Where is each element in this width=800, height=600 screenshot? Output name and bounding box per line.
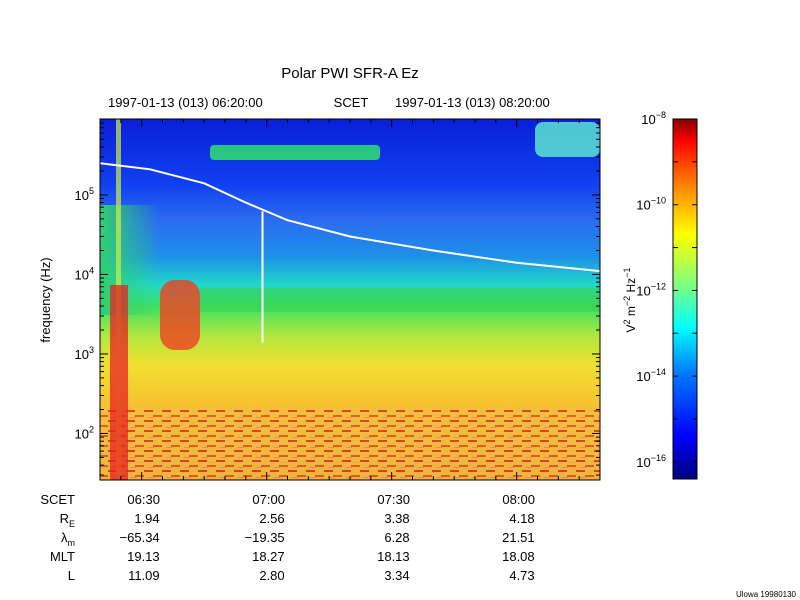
ephemeris-value: 18.13 <box>377 549 410 564</box>
ephemeris-value: 2.56 <box>259 511 284 526</box>
ephemeris-value: 4.73 <box>509 568 534 583</box>
ephemeris-value: 4.18 <box>509 511 534 526</box>
red-burst-column <box>110 285 128 480</box>
orange-blob <box>160 280 200 350</box>
x-tick-label: 07:00 <box>252 492 285 507</box>
left-burst-region <box>100 205 160 315</box>
x-tick-label: 08:00 <box>502 492 535 507</box>
colorbar-ticks: 10−8 10−10 10−12 10−14 10−16 <box>636 110 697 470</box>
ephemeris-row-label-scet: SCET <box>40 492 75 507</box>
ephemeris-value: 2.80 <box>259 568 284 583</box>
colorbar-tick-label: 10−16 <box>636 453 666 470</box>
ephemeris-row-label: RE <box>60 511 75 529</box>
ephemeris-value: 18.27 <box>252 549 285 564</box>
y-axis-label: frequency (Hz) <box>38 257 53 342</box>
ephemeris-value: 18.08 <box>502 549 535 564</box>
ephemeris-value: 11.09 <box>128 568 160 583</box>
upper-band-emission <box>210 145 380 160</box>
colorbar-tick-label: 10−10 <box>636 196 666 213</box>
ephemeris-row-label: λm <box>61 530 75 548</box>
y-tick-label: 104 <box>75 265 94 282</box>
y-axis: 102 103 104 105 <box>75 118 600 476</box>
colorbar <box>672 118 698 480</box>
end-time-label: 1997-01-13 (013) 08:20:00 <box>395 95 550 110</box>
ephemeris-value: 21.51 <box>502 530 535 545</box>
y-tick-label: 102 <box>75 424 94 441</box>
low-frequency-stripe-band <box>100 408 600 480</box>
ephemeris-value: 19.13 <box>127 549 160 564</box>
colorbar-tick-label: 10−14 <box>636 367 666 384</box>
colorbar-label: V2 m−2 Hz−1 <box>622 268 638 333</box>
ephemeris-value: 6.28 <box>384 530 409 545</box>
curve-series-layer <box>100 162 600 273</box>
ephemeris-value: −65.34 <box>120 530 160 545</box>
ephemeris-value: 3.34 <box>384 568 409 583</box>
colorbar-tick-label: 10−8 <box>641 110 666 127</box>
ephemeris-value: 3.38 <box>384 511 409 526</box>
x-axis <box>99 119 601 480</box>
footer-credit: Ulowa 19980130 <box>736 590 797 599</box>
x-tick-label: 07:30 <box>377 492 410 507</box>
scet-header-label: SCET <box>334 95 369 110</box>
midband-green-band <box>200 288 600 312</box>
ephemeris-table: SCET 06:30 07:00 07:30 08:00 RE 1.94 2.56 3.38 4.… <box>40 492 535 583</box>
ephemeris-row-label: MLT <box>50 549 75 564</box>
chart-title: Polar PWI SFR-A Ez <box>281 65 419 82</box>
upper-right-emission <box>535 122 600 157</box>
colorbar-tick-label: 10−12 <box>636 281 666 298</box>
spectrogram-plot <box>100 119 600 480</box>
start-time-label: 1997-01-13 (013) 06:20:00 <box>108 95 263 110</box>
ephemeris-row-label: L <box>68 568 75 583</box>
y-tick-label: 105 <box>75 186 94 203</box>
curve-series-line <box>100 162 600 273</box>
ephemeris-value: 1.94 <box>134 511 159 526</box>
y-tick-label: 103 <box>75 345 94 362</box>
x-tick-label: 06:30 <box>127 492 160 507</box>
ephemeris-value: −19.35 <box>245 530 285 545</box>
